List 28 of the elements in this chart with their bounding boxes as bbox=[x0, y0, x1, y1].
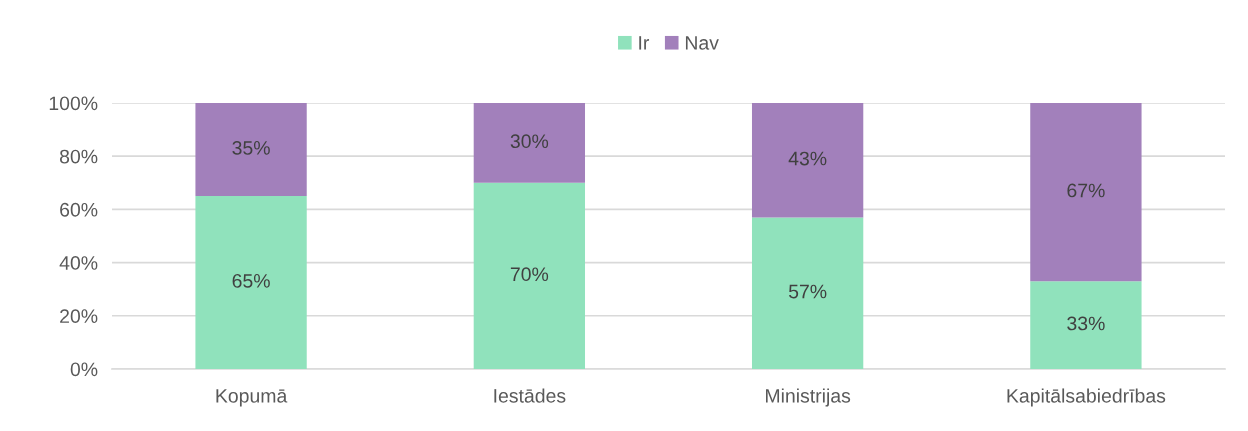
bar bbox=[473, 103, 586, 183]
x-tick-label: Iestādes bbox=[494, 388, 566, 403]
data-label: 67% bbox=[1067, 183, 1105, 198]
bar bbox=[751, 217, 864, 369]
bar bbox=[195, 103, 307, 197]
y-tick-label: 60% bbox=[60, 202, 98, 217]
data-label: 33% bbox=[1067, 316, 1105, 331]
data-label: 70% bbox=[510, 267, 549, 282]
bar bbox=[1030, 103, 1142, 282]
bar bbox=[751, 103, 864, 218]
data-label: 30% bbox=[510, 134, 549, 149]
x-tick-label: Kopumā bbox=[216, 389, 288, 407]
bar bbox=[195, 196, 307, 369]
bar bbox=[473, 182, 586, 369]
data-label: 35% bbox=[232, 141, 270, 155]
data-label: 57% bbox=[788, 284, 827, 299]
y-tick-label: 80% bbox=[59, 149, 98, 164]
data-label: 43% bbox=[788, 151, 827, 166]
legend-label: Nav bbox=[685, 36, 719, 50]
y-tick-label: 0% bbox=[70, 362, 98, 377]
y-tick-label: 100% bbox=[49, 96, 98, 111]
data-label: 65% bbox=[232, 273, 270, 288]
bar bbox=[1030, 281, 1142, 369]
legend-label: Ir bbox=[639, 36, 650, 50]
x-tick-label: Kapitālsabiedrības bbox=[1007, 388, 1166, 407]
x-tick-label: Ministrijas bbox=[766, 388, 851, 407]
y-tick-label: 40% bbox=[59, 256, 98, 270]
y-tick-label: 20% bbox=[60, 309, 98, 324]
